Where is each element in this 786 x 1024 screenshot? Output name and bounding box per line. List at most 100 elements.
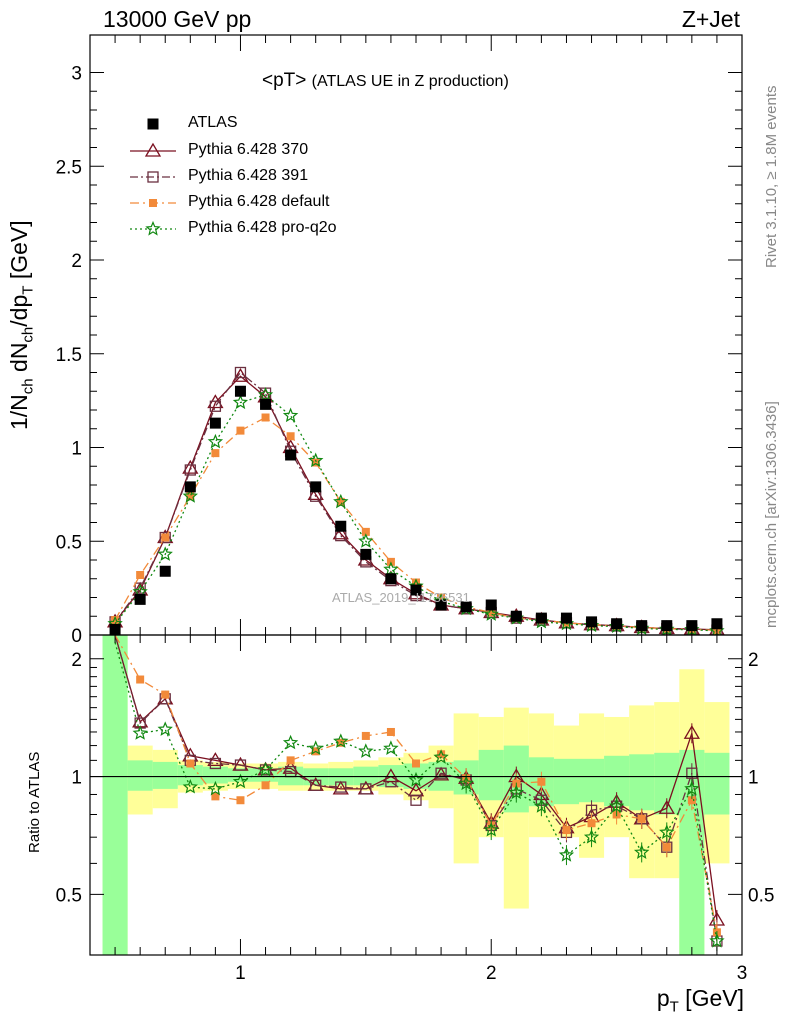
ratio-point-s3-5 xyxy=(232,773,249,789)
ratio-point-s3-7 xyxy=(282,734,299,750)
ratio-ytick-label-right: 0.5 xyxy=(748,885,774,906)
ratio-point-s3-17 xyxy=(533,798,550,813)
data-point-1 xyxy=(134,593,146,605)
ratio-point-s3-9 xyxy=(333,733,349,748)
ratio-point-s1-13 xyxy=(435,767,447,779)
data-point-23 xyxy=(686,620,698,632)
legend-label-370: Pythia 6.428 370 xyxy=(188,141,309,158)
main-ytick-label: 2.5 xyxy=(56,157,82,178)
y-axis-label-main: 1/Nch dNch/dpT [GeV] xyxy=(6,220,37,430)
data-point-13 xyxy=(435,599,447,611)
main-point-s2-7 xyxy=(286,432,295,441)
main-point-s1-1 xyxy=(134,582,146,594)
data-point-15 xyxy=(485,599,497,611)
main-ytick-label: 3 xyxy=(71,64,82,85)
band-stat-19 xyxy=(579,758,605,803)
data-point-11 xyxy=(385,573,397,585)
rivet-label: Rivet 3.1.10, ≥ 1.8M events xyxy=(763,85,780,269)
analysis-watermark: ATLAS_2019_I1736531 xyxy=(332,590,470,605)
data-point-4 xyxy=(209,417,221,429)
main-point-s2-15 xyxy=(487,608,496,617)
main-point-s3-15 xyxy=(483,606,499,621)
ratio-point-s2-22 xyxy=(662,843,671,852)
main-point-s3-6 xyxy=(257,386,274,402)
legend-label-atlas: ATLAS xyxy=(188,114,238,131)
ratio-point-s3-14 xyxy=(458,775,474,791)
ratio-point-s2-10 xyxy=(361,731,370,740)
y-axis-label-ratio: Ratio to ATLAS xyxy=(26,751,43,853)
ratio-ytick-label: 2 xyxy=(71,650,82,671)
ratio-point-s2-9 xyxy=(336,738,345,747)
main-series-layer xyxy=(106,366,725,635)
main-point-s2-12 xyxy=(412,578,420,587)
main-point-s0-8 xyxy=(307,486,324,501)
main-point-s3-8 xyxy=(307,452,324,468)
ratio-point-s2-12 xyxy=(412,759,420,768)
data-point-10 xyxy=(360,548,372,560)
axes-frames: 0 0.5 1 1.5 2 2.5 3 1 2 3 0.5 0.5 1 1 2 2 xyxy=(56,34,774,984)
legend-label-default: Pythia 6.428 default xyxy=(188,193,330,210)
ratio-xtick-label: 2 xyxy=(486,963,497,984)
ratio-point-s2-2 xyxy=(161,690,170,699)
ratio-point-s3-1 xyxy=(132,725,148,740)
band-stat-0 xyxy=(102,635,128,955)
band-stat-21 xyxy=(629,754,655,811)
ratio-series-layer xyxy=(90,635,742,952)
ratio-point-s2-11 xyxy=(386,727,395,736)
ratio-point-s1-8 xyxy=(310,779,322,791)
band-stat-3 xyxy=(177,765,203,786)
ratio-xtick-label: 1 xyxy=(235,963,246,984)
main-point-s1-2 xyxy=(159,531,171,544)
legend-marker-1 xyxy=(144,142,162,157)
main-point-s2-2 xyxy=(161,533,170,542)
legend-marker-0 xyxy=(147,118,159,130)
main-point-s1-5 xyxy=(234,366,247,379)
main-point-s3-11 xyxy=(383,561,399,576)
ratio-point-s3-21 xyxy=(633,844,650,859)
main-point-s3-3 xyxy=(182,488,198,503)
data-point-8 xyxy=(310,481,322,493)
main-point-s2-8 xyxy=(311,458,320,467)
ratio-point-s2-19 xyxy=(587,819,596,828)
ratio-point-s1-10 xyxy=(360,783,372,795)
main-point-s2-10 xyxy=(361,527,370,536)
data-point-22 xyxy=(661,620,673,632)
data-point-5 xyxy=(234,385,246,397)
ratio-point-s3-19 xyxy=(583,829,600,844)
band-stat-24 xyxy=(704,752,730,815)
ratio-xtick-label: 3 xyxy=(737,963,748,984)
main-ytick-label: 1 xyxy=(71,439,82,460)
ratio-point-s3-4 xyxy=(207,780,224,796)
data-point-3 xyxy=(184,481,196,493)
data-point-14 xyxy=(460,601,472,613)
legend-marker-4 xyxy=(145,220,161,236)
main-point-s1-3 xyxy=(184,464,196,476)
plot-title-sub: (ATLAS UE in Z production) xyxy=(311,73,509,90)
data-point-12 xyxy=(410,584,422,596)
ratio-point-s3-3 xyxy=(182,779,198,794)
main-point-s3-2 xyxy=(157,546,173,561)
ratio-uncertainty-bands xyxy=(102,635,730,955)
plot-title: <pT> (ATLAS UE in Z production) xyxy=(262,70,509,92)
data-point-17 xyxy=(535,612,547,624)
ratio-point-s1-23 xyxy=(686,767,698,779)
ratio-point-s1-9 xyxy=(335,781,347,793)
ratio-point-s3-8 xyxy=(307,740,324,755)
main-ytick-label: 0 xyxy=(71,626,82,647)
process-label: Z+Jet xyxy=(681,6,740,32)
ratio-point-s3-20 xyxy=(608,798,625,813)
main-ytick-label: 2 xyxy=(71,251,82,272)
main-point-s3-5 xyxy=(232,394,249,410)
ratio-point-s2-4 xyxy=(211,792,220,801)
main-point-s0-9 xyxy=(332,525,349,540)
data-point-7 xyxy=(285,449,297,461)
legend-label-391: Pythia 6.428 391 xyxy=(188,167,309,184)
ratio-ytick-label-right: 1 xyxy=(748,768,759,789)
data-point-6 xyxy=(260,398,272,410)
main-point-s3-7 xyxy=(282,407,299,423)
ratio-ytick-label-right: 2 xyxy=(748,650,759,671)
ratio-point-s3-18 xyxy=(558,847,575,862)
ratio-point-s3-24 xyxy=(709,932,725,948)
band-stat-4 xyxy=(202,766,228,784)
